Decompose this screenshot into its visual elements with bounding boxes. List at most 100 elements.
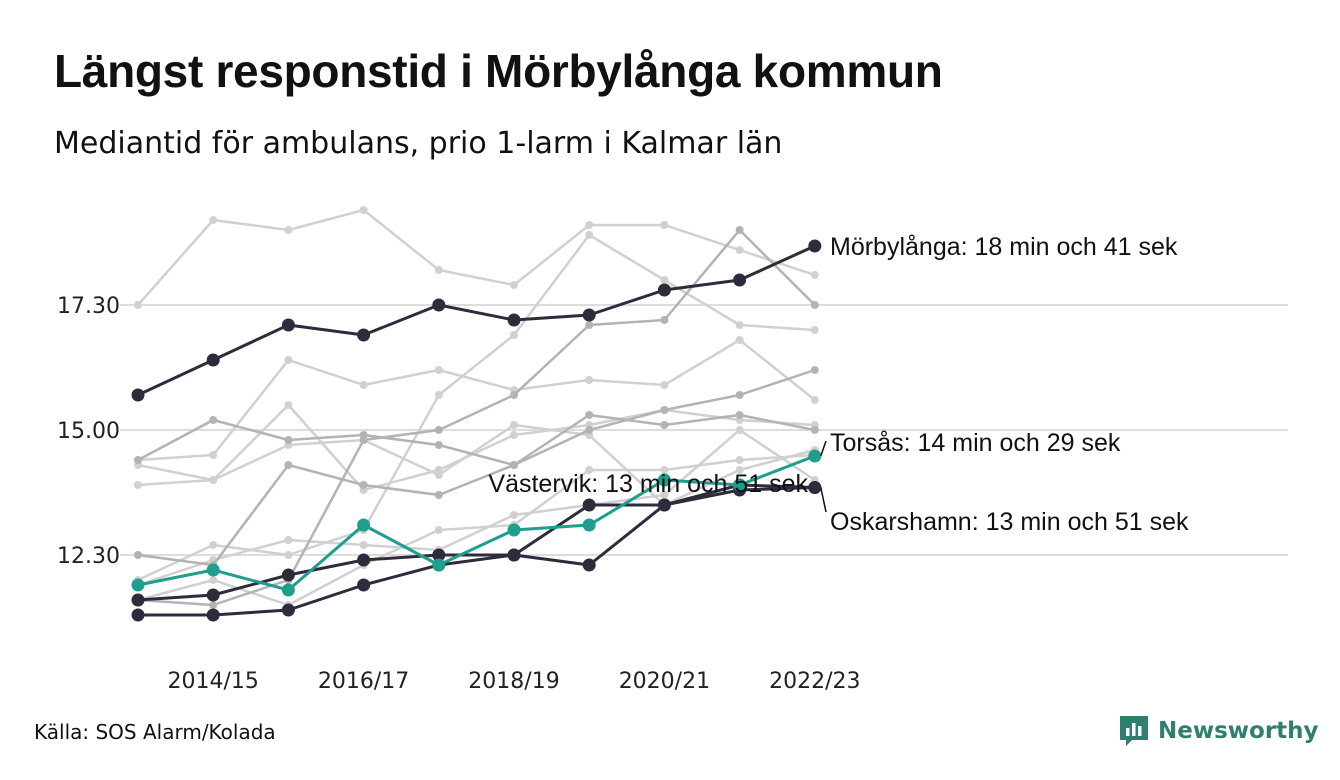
data-point	[733, 273, 747, 287]
data-point	[434, 441, 443, 449]
chart-title: Längst responstid i Mörbylånga kommun	[54, 45, 943, 97]
data-point	[657, 473, 671, 487]
data-point	[284, 461, 293, 469]
data-point	[359, 381, 368, 389]
data-point	[510, 421, 518, 429]
data-point	[582, 498, 596, 512]
data-point	[134, 481, 142, 489]
series-line	[137, 208, 816, 306]
data-point	[660, 421, 669, 429]
data-point	[585, 376, 594, 384]
series-line	[137, 244, 816, 397]
data-point	[131, 608, 145, 622]
data-point	[510, 281, 518, 289]
data-point	[357, 518, 371, 532]
data-point	[810, 301, 819, 309]
data-point	[660, 491, 669, 499]
data-point	[510, 331, 518, 339]
data-point	[585, 221, 594, 229]
data-point	[585, 426, 594, 434]
data-point	[735, 321, 744, 329]
data-point	[131, 388, 145, 402]
data-point	[357, 578, 371, 592]
data-point	[660, 316, 669, 324]
data-point	[209, 416, 218, 424]
label-leader-line	[820, 487, 827, 513]
data-point	[510, 431, 518, 439]
data-point	[134, 551, 142, 559]
series-other	[134, 206, 819, 309]
data-point	[657, 283, 671, 297]
data-point	[434, 526, 443, 534]
series-line	[137, 403, 815, 492]
data-point	[434, 491, 443, 499]
x-tick-label: 2022/23	[769, 669, 860, 694]
series-line	[137, 228, 816, 607]
data-point	[209, 541, 218, 549]
data-point	[657, 498, 671, 512]
data-point	[660, 381, 669, 389]
series-oskarshamn	[131, 481, 822, 622]
data-point	[284, 536, 293, 544]
data-point	[284, 436, 293, 444]
data-point	[660, 221, 669, 229]
data-point	[585, 466, 594, 474]
series-line	[137, 368, 816, 467]
y-tick-label: 17.30	[57, 294, 120, 319]
y-tick-label: 12.30	[57, 544, 120, 569]
data-point	[134, 456, 142, 464]
data-point	[434, 266, 443, 274]
data-point	[359, 481, 368, 489]
data-point	[510, 391, 518, 399]
data-point	[209, 216, 218, 224]
end-label-torsås: Torsås: 14 min och 29 sek	[830, 429, 1121, 457]
x-tick-label: 2018/19	[468, 669, 559, 694]
data-point	[357, 328, 371, 342]
x-tick-label: 2016/17	[318, 669, 409, 694]
data-point	[434, 391, 443, 399]
data-point	[810, 396, 819, 404]
data-point	[209, 476, 218, 484]
series-mörbylånga	[131, 239, 822, 402]
data-point	[281, 568, 295, 582]
data-point	[359, 436, 368, 444]
data-point	[284, 226, 293, 234]
data-point	[432, 548, 446, 562]
data-point	[582, 558, 596, 572]
data-point	[209, 601, 218, 609]
data-point	[735, 391, 744, 399]
series-line	[137, 413, 816, 567]
y-axis-ticks: 12.30 15.00 17.30	[57, 294, 120, 569]
data-point	[284, 356, 293, 364]
data-point	[206, 563, 220, 577]
data-point	[735, 466, 744, 474]
chart-subtitle: Mediantid för ambulans, prio 1-larm i Ka…	[54, 126, 783, 161]
series-line	[137, 454, 816, 592]
data-point	[810, 326, 819, 334]
series-line	[138, 486, 815, 617]
data-point	[585, 411, 594, 419]
data-point	[735, 336, 744, 344]
data-point	[432, 558, 446, 572]
series-torsås	[131, 449, 822, 597]
data-point	[209, 451, 218, 459]
data-point	[660, 406, 669, 414]
data-point	[735, 411, 744, 419]
data-point	[507, 523, 521, 537]
data-point	[434, 426, 443, 434]
data-point	[585, 231, 594, 239]
data-point	[209, 576, 218, 584]
end-label-mörbylånga: Mörbylånga: 18 min och 41 sek	[830, 233, 1178, 261]
data-point	[131, 578, 145, 592]
data-point	[134, 301, 142, 309]
data-point	[510, 461, 518, 469]
brand-logo: Newsworthy	[1118, 714, 1319, 748]
data-point	[735, 426, 744, 434]
highlighted-series	[131, 239, 822, 622]
y-tick-label: 15.00	[57, 419, 120, 444]
data-point	[507, 548, 521, 562]
line-chart: 12.30 15.00 17.30 2014/15 2016/17 2018/19 202…	[57, 206, 1288, 694]
data-point	[733, 478, 747, 492]
data-point	[808, 481, 822, 494]
series-line	[137, 483, 815, 602]
